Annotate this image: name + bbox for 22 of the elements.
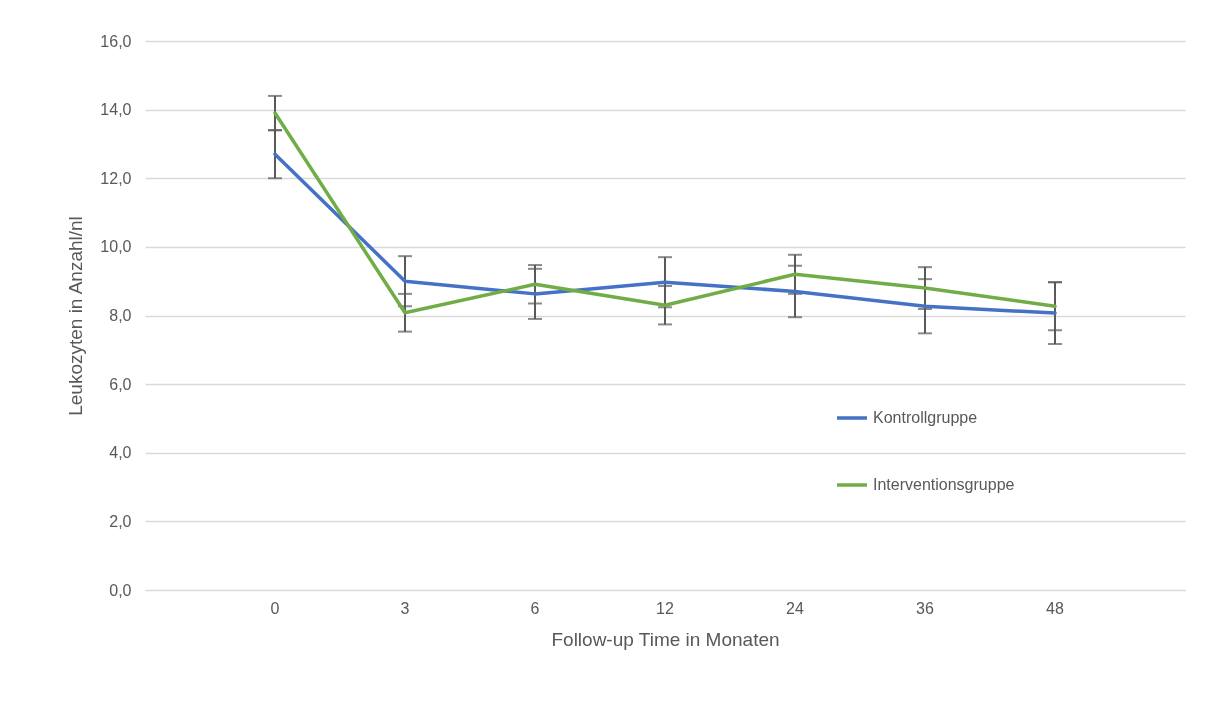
x-tick-label: 0: [270, 599, 280, 617]
y-tick-label: 2,0: [109, 512, 132, 530]
x-tick-label: 24: [786, 599, 804, 617]
x-tick-label: 36: [916, 599, 934, 617]
y-tick-label: 14,0: [100, 101, 132, 119]
legend-label: Interventionsgruppe: [873, 476, 1015, 493]
line-series: [273, 152, 1057, 315]
y-tick-label: 12,0: [100, 169, 132, 187]
legend-label: Kontrollgruppe: [873, 409, 978, 426]
x-axis-title: Follow-up Time in Monaten: [551, 628, 780, 650]
x-tick-label: 3: [400, 599, 410, 617]
y-tick-label: 6,0: [109, 375, 132, 393]
y-axis-title: Leukozyten in Anzahl/nl: [65, 216, 87, 416]
x-tick-label: 6: [530, 599, 540, 617]
y-tick-label: 4,0: [109, 444, 132, 462]
y-tick-label: 0,0: [109, 581, 132, 599]
y-tick-label: 16,0: [100, 32, 132, 50]
line-series: [273, 111, 1057, 315]
x-tick-label: 48: [1046, 599, 1064, 617]
y-tick-label: 10,0: [100, 238, 132, 256]
x-tick-label: 12: [656, 599, 674, 617]
y-tick-label: 8,0: [109, 307, 132, 324]
